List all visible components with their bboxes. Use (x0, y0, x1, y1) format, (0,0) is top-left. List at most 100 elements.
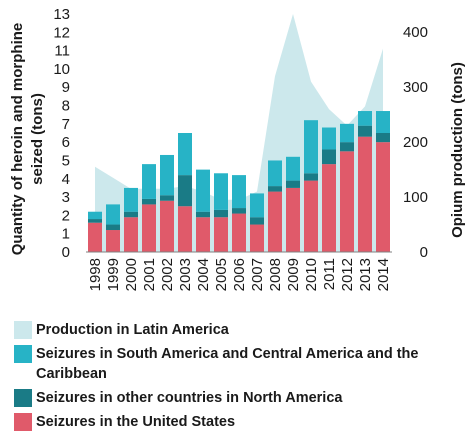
legend: Production in Latin America Seizures in S… (14, 320, 474, 436)
bars-layer (88, 111, 390, 252)
legend-item: Seizures in South America and Central Am… (14, 344, 474, 384)
bar-2013-series-1 (358, 125, 372, 137)
y-axis-title-line2: seized (tons) (29, 93, 46, 185)
y-axis-title-line1: Quantity of heroin and morphine (9, 23, 26, 256)
bar-2007-series-0 (250, 224, 264, 252)
right-axis-ticks: 0 100 200 300 400 (403, 24, 428, 261)
bar-2014-series-1 (376, 133, 390, 143)
bar-2000-series-1 (124, 211, 138, 218)
y-tick-label: 7 (62, 116, 70, 133)
legend-swatch (14, 413, 32, 431)
x-tick-label: 2012 (339, 258, 356, 291)
legend-label: Seizures in the United States (36, 414, 236, 430)
y-tick-label: 12 (53, 24, 70, 41)
bar-1999-series-2 (106, 204, 120, 225)
x-tick-label: 1998 (87, 258, 104, 291)
x-tick-label: 2010 (303, 258, 320, 291)
bar-2010-series-1 (304, 173, 318, 181)
x-tick-label: 2009 (285, 258, 302, 291)
bar-2013-series-0 (358, 136, 372, 252)
bar-2002-series-0 (160, 200, 174, 252)
y-tick-label: 3 (62, 189, 70, 206)
bar-1999-series-0 (106, 230, 120, 252)
bar-2006-series-0 (232, 213, 246, 252)
bar-2005-series-2 (214, 173, 228, 210)
legend-label: Production in Latin America (36, 322, 229, 338)
bar-2008-series-1 (268, 186, 282, 192)
bar-2010-series-0 (304, 180, 318, 252)
bar-2011-series-1 (322, 149, 336, 165)
x-tick-label: 2014 (375, 258, 392, 291)
x-tick-label: 2008 (267, 258, 284, 291)
x-tick-label: 2011 (321, 258, 338, 290)
bar-2004-series-1 (196, 211, 210, 218)
legend-swatch (14, 389, 32, 407)
x-axis-ticks: 1998 1999 2000 2001 2002 2003 2004 2005 2006 2007… (87, 258, 392, 291)
x-tick-label: 2013 (357, 258, 374, 291)
bar-2008-series-2 (268, 160, 282, 187)
bar-2000-series-2 (124, 187, 138, 212)
bar-2001-series-2 (142, 164, 156, 199)
y-tick-label: 5 (62, 152, 70, 169)
y2-axis-title: Opium production (tons) (449, 62, 466, 238)
bar-1998-series-1 (88, 219, 102, 223)
legend-item: Production in Latin America (14, 320, 474, 340)
y2-tick-label: 200 (403, 134, 428, 151)
legend-item: Seizures in the United States (14, 412, 474, 432)
bar-1998-series-0 (88, 222, 102, 252)
legend-label: Seizures in other countries in North Ame… (36, 390, 343, 406)
y2-tick-label: 0 (420, 244, 428, 261)
bar-2003-series-0 (178, 206, 192, 252)
y-tick-label: 9 (62, 79, 70, 96)
bar-2005-series-0 (214, 217, 228, 252)
bar-2011-series-0 (322, 164, 336, 252)
bar-2001-series-0 (142, 204, 156, 252)
bar-2013-series-2 (358, 111, 372, 126)
y-tick-label: 10 (53, 61, 70, 78)
bar-2011-series-2 (322, 127, 336, 150)
bar-2000-series-0 (124, 217, 138, 252)
bar-2001-series-1 (142, 198, 156, 205)
bar-2007-series-1 (250, 217, 264, 225)
x-tick-label: 2005 (213, 258, 230, 291)
legend-label: Seizures in South America and Central Am… (36, 346, 419, 382)
x-tick-label: 2007 (249, 258, 266, 291)
bar-2002-series-2 (160, 154, 174, 196)
bar-2006-series-1 (232, 208, 246, 214)
y-tick-label: 13 (53, 6, 70, 23)
y2-tick-label: 300 (403, 79, 428, 96)
x-tick-label: 2004 (195, 258, 212, 291)
bar-2012-series-1 (340, 142, 354, 152)
bar-2009-series-1 (286, 180, 300, 188)
bar-2014-series-0 (376, 142, 390, 252)
bar-1999-series-1 (106, 224, 120, 231)
y2-tick-label: 400 (403, 24, 428, 41)
bar-2003-series-1 (178, 175, 192, 207)
y-tick-label: 6 (62, 134, 70, 151)
x-tick-label: 1999 (105, 258, 122, 291)
bar-2009-series-2 (286, 156, 300, 181)
y-tick-label: 11 (54, 43, 70, 60)
legend-swatch (14, 321, 32, 339)
bar-1998-series-2 (88, 211, 102, 220)
bar-2005-series-1 (214, 209, 228, 218)
bar-2004-series-2 (196, 169, 210, 212)
bar-2007-series-2 (250, 193, 264, 218)
y-tick-label: 8 (62, 98, 70, 115)
y2-tick-label: 100 (403, 189, 428, 206)
bar-2012-series-0 (340, 151, 354, 252)
bar-2009-series-0 (286, 187, 300, 252)
bar-2010-series-2 (304, 120, 318, 174)
legend-swatch (14, 345, 32, 363)
bar-2008-series-0 (268, 191, 282, 252)
legend-item: Seizures in other countries in North Ame… (14, 388, 474, 408)
x-tick-label: 2000 (123, 258, 140, 291)
y-tick-label: 4 (62, 171, 70, 188)
bar-2012-series-2 (340, 123, 354, 143)
bar-2014-series-2 (376, 111, 390, 133)
y-tick-label: 1 (62, 226, 70, 243)
x-tick-label: 2001 (141, 258, 158, 291)
bar-2002-series-1 (160, 195, 174, 201)
bar-2004-series-0 (196, 217, 210, 252)
